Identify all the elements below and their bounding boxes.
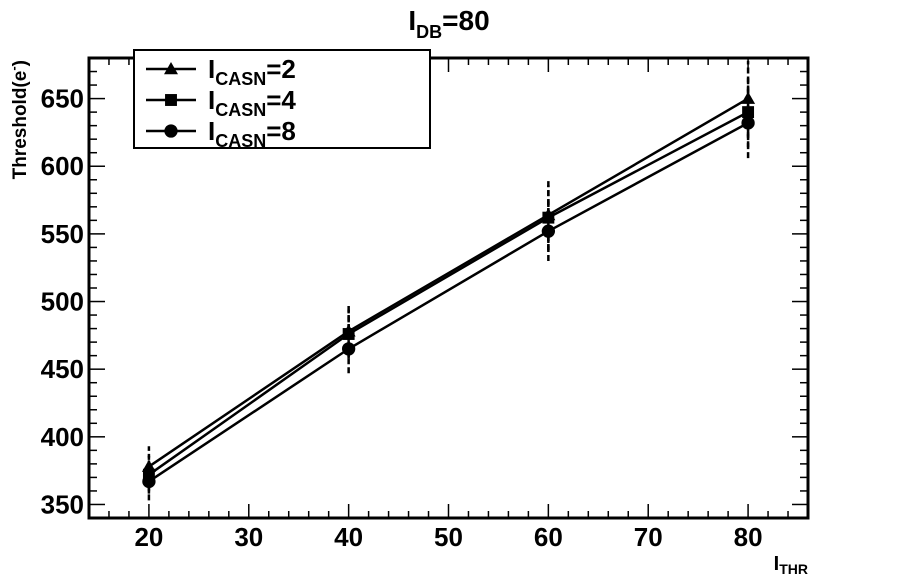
x-tick-label: 60 [534,522,563,552]
data-point [142,474,156,489]
series-line [148,111,749,476]
legend-label: ICASN=8 [208,116,296,151]
chart-title: IDB=80 [408,5,489,42]
data-point [741,116,755,130]
x-tick-label: 40 [334,522,363,552]
legend-marker [165,94,177,106]
x-axis-label: ITHR [774,553,808,576]
data-series [141,60,756,501]
x-tick-labels: 20 30 40 50 60 70 80 [134,522,762,552]
y-tick-label: 600 [41,151,84,181]
legend-label: ICASN=4 [208,85,296,120]
legend-marker [164,62,178,75]
y-tick-labels: 350 400 450 500 550 600 650 [41,84,84,520]
y-tick-label: 350 [41,489,84,519]
y-tick-label: 400 [41,422,84,452]
legend-item: ICASN=8 [146,116,296,151]
data-point [142,468,155,481]
x-tick-label: 70 [634,522,663,552]
x-tick-label: 80 [734,522,763,552]
y-tick-label: 450 [41,354,84,384]
y-tick-label: 650 [41,84,84,114]
series-circle [142,87,755,501]
legend-marker [164,124,178,138]
data-point [541,224,556,238]
legend-item: ICASN=2 [146,54,296,89]
y-tick-label: 500 [41,287,84,317]
series-line [148,97,749,468]
data-point [542,211,555,224]
series-line [148,121,749,483]
x-tick-label: 30 [234,522,263,552]
legend-label: ICASN=2 [208,54,296,89]
x-tick-label: 50 [434,522,463,552]
data-point [341,342,356,356]
x-tick-label: 20 [134,522,163,552]
legend-item: ICASN=4 [146,85,296,120]
y-tick-label: 550 [41,219,84,249]
y-axis-label: Threshold(e-) [6,60,31,179]
